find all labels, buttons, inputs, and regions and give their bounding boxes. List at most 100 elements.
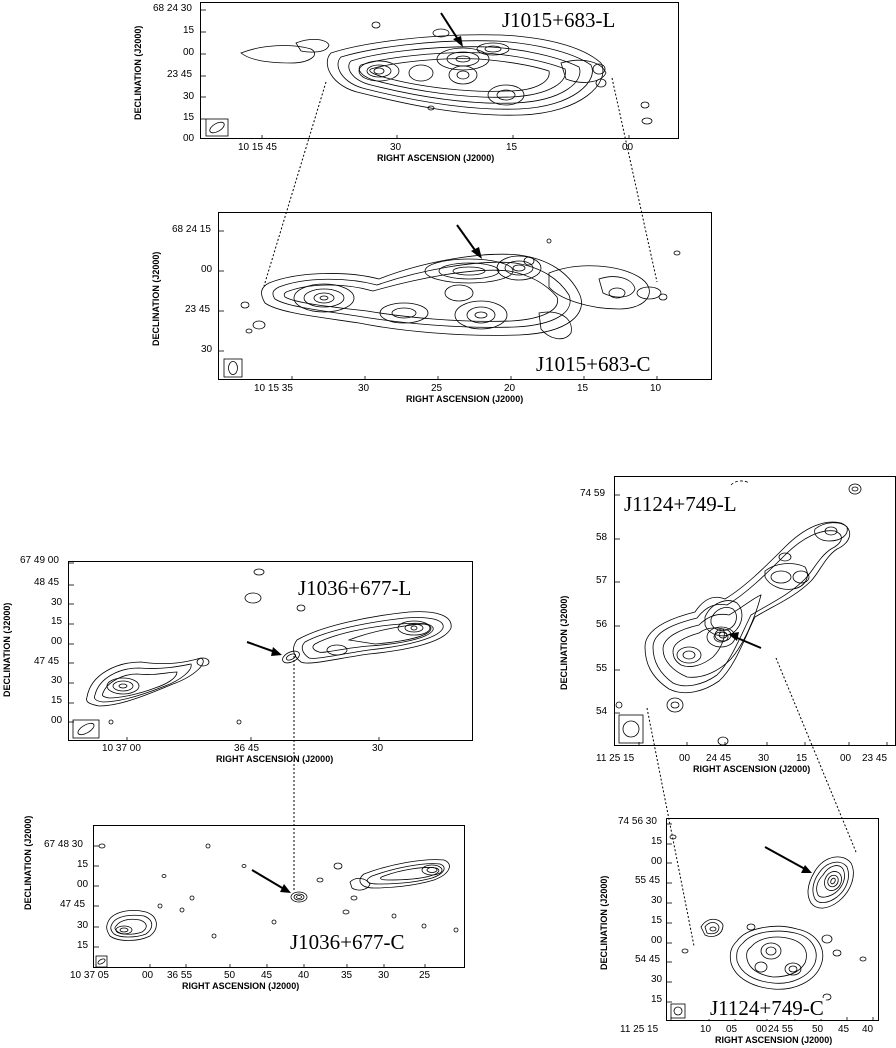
xtick: 00 — [142, 970, 154, 981]
ytick: 30 — [651, 895, 663, 906]
xtick: 20 — [504, 383, 516, 394]
x-axis-label: RIGHT ASCENSION (J2000) — [693, 764, 811, 774]
xtick: 50 — [224, 970, 236, 981]
xtick: 25 — [419, 970, 431, 981]
ytick: 48 45 — [34, 577, 60, 588]
contour-map-j1036-l — [69, 562, 452, 740]
y-axis-label: DECLINATION (J2000) — [559, 595, 569, 690]
ytick: 15 — [51, 695, 63, 706]
ytick: 68 24 15 — [172, 224, 211, 235]
y-axis-label: DECLINATION (J2000) — [23, 815, 33, 910]
ytick: 30 — [51, 675, 63, 686]
ytick: 00 — [51, 715, 63, 726]
ytick: 00 — [201, 264, 213, 275]
ytick: 30 — [51, 597, 63, 608]
ytick: 00 — [183, 133, 195, 144]
xtick: 15 — [506, 142, 518, 153]
panel-label-j1015-l: J1015+683-L — [500, 8, 618, 32]
xtick: 15 — [577, 383, 589, 394]
ytick: 58 — [596, 532, 608, 543]
xtick: 10 15 45 — [238, 142, 277, 153]
ytick: 15 — [77, 859, 89, 870]
xtick: 23 45 — [862, 753, 888, 764]
panel-label-j1015-c: J1015+683-C — [534, 352, 653, 376]
ytick: 47 45 — [60, 899, 86, 910]
panel-label-j1124-c: J1124+749-C — [708, 996, 826, 1020]
ytick: 15 — [77, 940, 89, 951]
ytick: 00 — [651, 856, 663, 867]
ytick: 54 45 — [635, 954, 661, 965]
ytick: 30 — [651, 974, 663, 985]
ytick: 15 — [651, 836, 663, 847]
xtick: 00 — [756, 1024, 768, 1035]
xtick: 45 — [261, 970, 273, 981]
y-axis-label: DECLINATION (J2000) — [151, 251, 161, 346]
xtick: 00 — [622, 142, 634, 153]
ytick: 67 48 30 — [44, 839, 83, 850]
ytick: 68 24 30 — [153, 3, 192, 14]
xtick: 10 37 05 — [70, 970, 109, 981]
ytick: 30 — [201, 344, 213, 355]
panel-label-j1036-c: J1036+677-C — [288, 930, 407, 954]
xtick: 10 — [650, 383, 662, 394]
x-axis-label: RIGHT ASCENSION (J2000) — [377, 153, 495, 163]
xtick: 24 45 — [706, 753, 732, 764]
panel-j1124-c — [666, 818, 879, 1021]
xtick: 25 — [431, 383, 443, 394]
xtick: 30 — [372, 743, 384, 754]
ytick: 15 — [651, 915, 663, 926]
xtick: 36 55 — [167, 970, 193, 981]
contour-map-j1124-l — [615, 480, 888, 745]
contour-map-j1124-c — [667, 823, 874, 1020]
panel-label-j1124-l: J1124+749-L — [622, 492, 739, 516]
y-axis-label: DECLINATION (J2000) — [2, 602, 12, 697]
ytick: 15 — [51, 616, 63, 627]
xtick: 11 25 15 — [620, 1024, 659, 1035]
contour-map-j1015-c — [219, 224, 681, 379]
xtick: 00 — [840, 753, 852, 764]
xtick: 30 — [358, 383, 370, 394]
ytick: 30 — [77, 920, 89, 931]
ytick: 47 45 — [34, 656, 60, 667]
xtick: 40 — [298, 970, 310, 981]
y-axis-label: DECLINATION (J2000) — [599, 875, 609, 970]
xtick: 36 45 — [234, 743, 260, 754]
xtick: 00 — [679, 753, 691, 764]
ytick: 23 45 — [167, 69, 193, 80]
x-axis-label: RIGHT ASCENSION (J2000) — [715, 1035, 833, 1045]
xtick: 30 — [758, 753, 770, 764]
panel-label-j1036-l: J1036+677-L — [296, 576, 414, 600]
xtick: 50 — [812, 1024, 824, 1035]
ytick: 00 — [51, 636, 63, 647]
y-axis-label: DECLINATION (J2000) — [133, 25, 143, 120]
contour-map-j1015-l — [201, 9, 653, 138]
ytick: 67 49 00 — [20, 555, 59, 566]
ytick: 15 — [183, 25, 195, 36]
ytick: 00 — [183, 47, 195, 58]
ytick: 15 — [183, 112, 195, 123]
ytick: 74 59 — [580, 488, 606, 499]
xtick: 45 — [838, 1024, 850, 1035]
xtick: 11 25 15 — [596, 753, 635, 764]
ytick: 55 — [596, 663, 608, 674]
ytick: 57 — [596, 575, 608, 586]
x-axis-label: RIGHT ASCENSION (J2000) — [406, 394, 524, 404]
ytick: 30 — [183, 91, 195, 102]
xtick: 40 — [862, 1024, 874, 1035]
ytick: 23 45 — [185, 304, 211, 315]
xtick: 10 37 00 — [102, 743, 141, 754]
ytick: 74 56 30 — [618, 816, 657, 827]
ytick: 55 45 — [635, 875, 661, 886]
xtick: 15 — [796, 753, 808, 764]
x-axis-label: RIGHT ASCENSION (J2000) — [216, 754, 334, 764]
panel-j1036-c — [93, 825, 465, 968]
ytick: 00 — [77, 879, 89, 890]
contour-map-j1036-c — [94, 843, 459, 967]
xtick: 24 55 — [768, 1024, 794, 1035]
x-axis-label: RIGHT ASCENSION (J2000) — [182, 981, 300, 991]
ytick: 00 — [651, 935, 663, 946]
panel-j1124-l — [614, 476, 896, 746]
xtick: 10 — [700, 1024, 712, 1035]
ytick: 56 — [596, 619, 608, 630]
xtick: 30 — [378, 970, 390, 981]
